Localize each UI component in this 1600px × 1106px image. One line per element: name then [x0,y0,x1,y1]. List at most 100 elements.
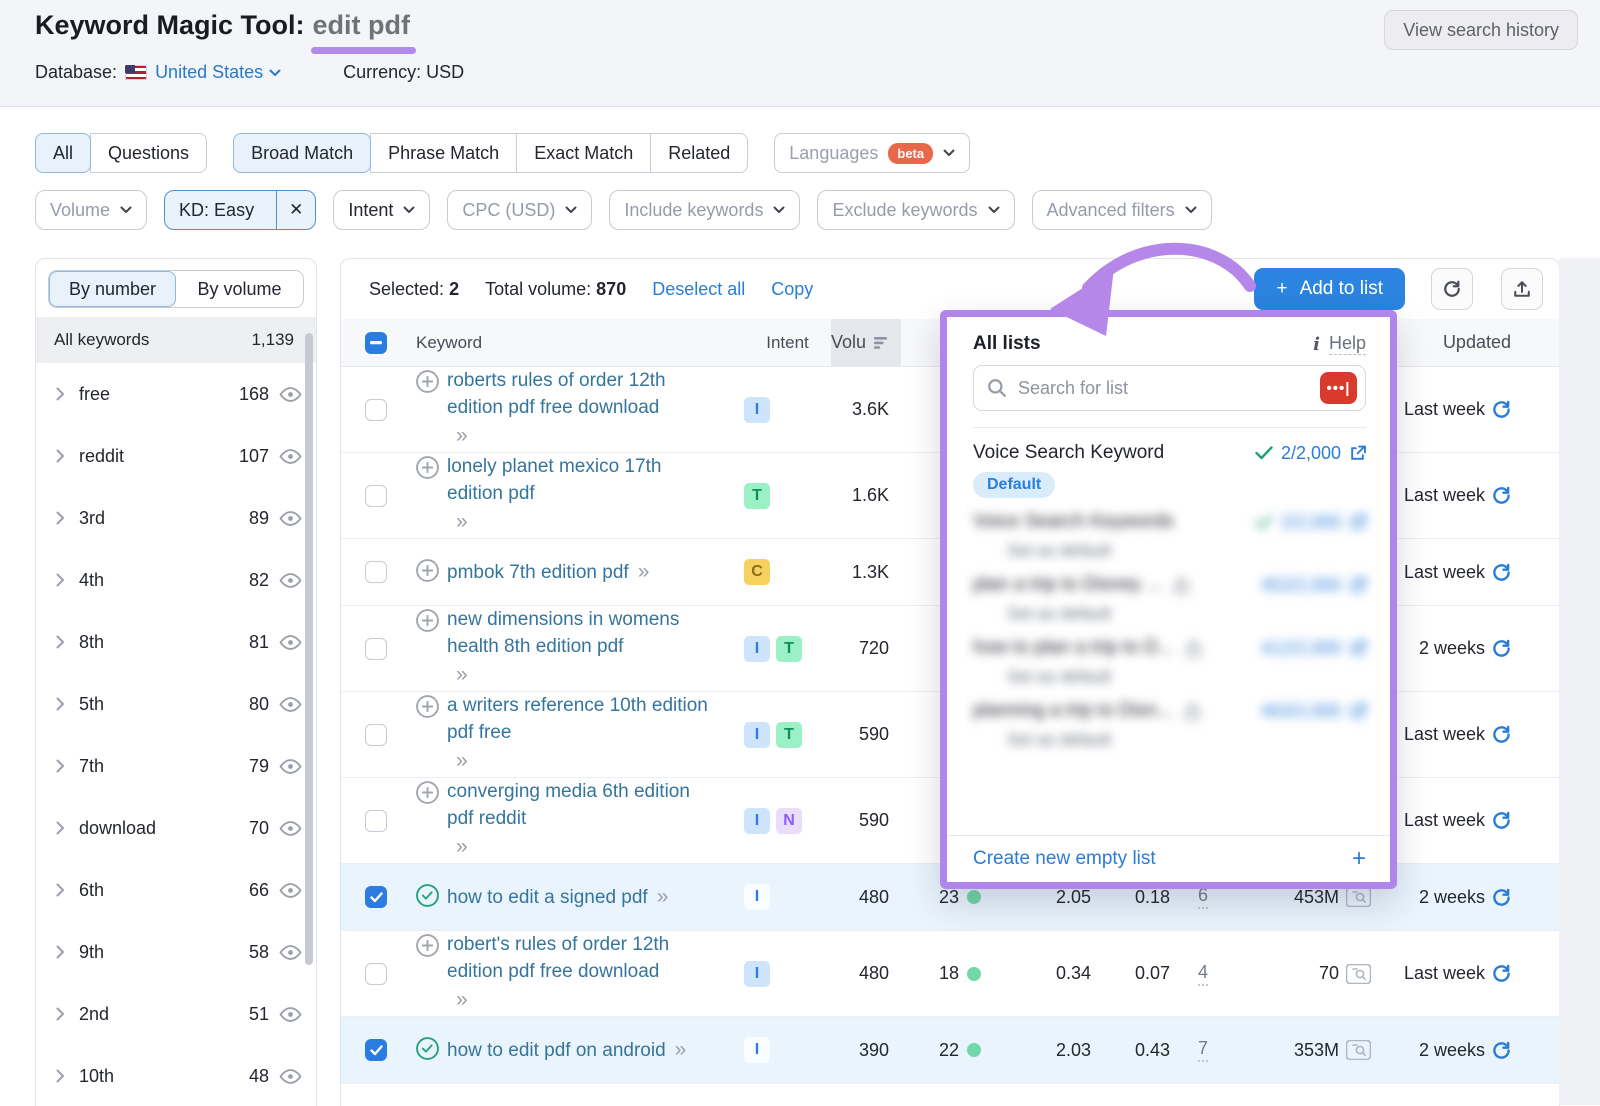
eye-toggle[interactable] [279,572,302,589]
expand-plus-icon[interactable] [416,456,439,480]
add-to-list-button[interactable]: + Add to list [1254,268,1405,310]
include-keywords-filter[interactable]: Include keywords [609,190,801,230]
exclude-keywords-filter[interactable]: Exclude keywords [817,190,1015,230]
serp-features-icon[interactable] [1346,963,1371,984]
list-name[interactable]: Voice Search Keywords [973,511,1174,532]
tab-all[interactable]: All [35,133,92,173]
sidebar-group-item[interactable]: 7th 79 [36,735,316,797]
cpc-filter[interactable]: CPC (USD) [447,190,593,230]
refresh-metrics-icon[interactable] [1492,486,1511,505]
tab-exact-match[interactable]: Exact Match [516,133,652,173]
database-selector[interactable]: United States [155,62,281,83]
refresh-metrics-icon[interactable] [1492,639,1511,658]
table-row[interactable]: how to edit pdf on android » I 390 22 2.0… [341,1017,1559,1084]
keyword-link[interactable]: pmbok 7th edition pdf [447,562,629,584]
expand-plus-icon[interactable] [416,934,439,958]
keyword-link[interactable]: robert's rules of order 12th edition pdf… [447,934,670,982]
list-name[interactable]: plan a trip to Disney ... [973,574,1163,595]
kd-filter-active[interactable]: KD: Easy ✕ [164,190,317,230]
copy-link[interactable]: Copy [771,278,814,299]
eye-toggle[interactable] [279,1068,302,1085]
row-checkbox[interactable] [365,886,387,908]
open-keyword-icon[interactable]: » [456,510,468,534]
open-keyword-icon[interactable]: » [456,749,468,773]
expand-plus-icon[interactable] [416,781,439,805]
sidebar-group-item[interactable]: 2nd 51 [36,983,316,1045]
set-as-default-link[interactable]: Set as default [1007,541,1111,560]
eye-toggle[interactable] [279,386,302,403]
refresh-metrics-icon[interactable] [1492,964,1511,983]
refresh-metrics-button[interactable] [1431,268,1473,310]
row-checkbox[interactable] [365,809,387,832]
sidebar-group-item[interactable]: free 168 [36,363,316,425]
password-manager-icon[interactable]: •••| [1320,372,1357,404]
keyword-link[interactable]: roberts rules of order 12th edition pdf … [447,370,666,418]
list-item[interactable]: planning a trip to Disn... 463/2,000 Set… [973,700,1366,750]
languages-dropdown[interactable]: Languages beta [774,133,971,173]
open-keyword-icon[interactable]: » [456,663,468,687]
serp-features-icon[interactable] [1346,887,1371,907]
open-keyword-icon[interactable]: » [456,424,468,448]
set-as-default-link[interactable]: Set as default [1007,730,1111,749]
tab-phrase-match[interactable]: Phrase Match [370,133,518,173]
tab-related[interactable]: Related [650,133,749,173]
row-checkbox[interactable] [365,723,387,746]
refresh-metrics-icon[interactable] [1492,725,1511,744]
sidebar-group-item[interactable]: 6th 66 [36,859,316,921]
refresh-metrics-icon[interactable] [1492,400,1511,419]
volume-column-header-sorted[interactable]: Volu [831,319,901,366]
advanced-filters[interactable]: Advanced filters [1031,190,1212,230]
eye-toggle[interactable] [279,1006,302,1023]
open-keyword-icon[interactable]: » [656,885,669,909]
volume-filter[interactable]: Volume [35,190,148,230]
eye-toggle[interactable] [279,882,302,899]
refresh-metrics-icon[interactable] [1492,888,1511,907]
position-value[interactable]: 4 [1198,962,1209,986]
row-checkbox[interactable] [365,561,387,583]
expand-plus-icon[interactable] [416,609,439,633]
table-row[interactable]: robert's rules of order 12th edition pdf… [341,931,1559,1017]
keyword-link[interactable]: how to edit pdf on android [447,1040,666,1062]
keyword-link[interactable]: converging media 6th edition pdf reddit [447,781,690,829]
tab-by-number[interactable]: By number [49,271,176,307]
keyword-link[interactable]: new dimensions in womens health 8th edit… [447,609,680,657]
set-as-default-link[interactable]: Set as default [1007,667,1111,686]
open-keyword-icon[interactable]: » [637,560,650,584]
position-value[interactable]: 6 [1198,885,1209,909]
list-item[interactable]: Voice Search Keywords 2/2,000 Set as def… [973,511,1366,561]
intent-column-header[interactable]: Intent [766,332,809,352]
eye-toggle[interactable] [279,944,302,961]
eye-toggle[interactable] [279,696,302,713]
all-keywords-row[interactable]: All keywords 1,139 [36,317,316,363]
tab-questions[interactable]: Questions [90,133,208,173]
expand-plus-icon[interactable] [416,559,439,583]
eye-toggle[interactable] [279,758,302,775]
refresh-metrics-icon[interactable] [1492,563,1511,582]
row-checkbox[interactable] [365,484,387,507]
eye-toggle[interactable] [279,820,302,837]
help-link[interactable]: Help [1328,333,1366,355]
position-value[interactable]: 7 [1198,1038,1209,1062]
refresh-metrics-icon[interactable] [1492,1041,1511,1060]
list-item[interactable]: Voice Search Keyword 2/2,000 Default [973,442,1366,498]
sidebar-group-item[interactable]: 8th 81 [36,611,316,673]
list-item[interactable]: how to plan a trip to D... 412/2,000 Set… [973,637,1366,687]
eye-toggle[interactable] [279,448,302,465]
eye-toggle[interactable] [279,634,302,651]
keyword-column-header[interactable]: Keyword [416,332,483,352]
sidebar-group-item[interactable]: reddit 107 [36,425,316,487]
sidebar-group-item[interactable]: 5th 80 [36,673,316,735]
tab-by-volume[interactable]: By volume [176,271,303,307]
list-item[interactable]: plan a trip to Disney ... 452/2,000 Set … [973,574,1366,624]
list-name[interactable]: Voice Search Keyword [973,442,1165,463]
set-as-default-link[interactable]: Set as default [1007,604,1111,623]
row-checkbox[interactable] [365,962,387,985]
row-checkbox[interactable] [365,1039,387,1061]
list-name[interactable]: how to plan a trip to D... [973,637,1174,658]
intent-filter[interactable]: Intent [333,190,431,230]
open-keyword-icon[interactable]: » [456,835,468,859]
sidebar-group-item[interactable]: 3rd 89 [36,487,316,549]
sidebar-scrollbar[interactable] [305,333,313,965]
create-new-list-row[interactable]: Create new empty list + [947,835,1390,882]
select-all-checkbox[interactable] [365,331,387,354]
